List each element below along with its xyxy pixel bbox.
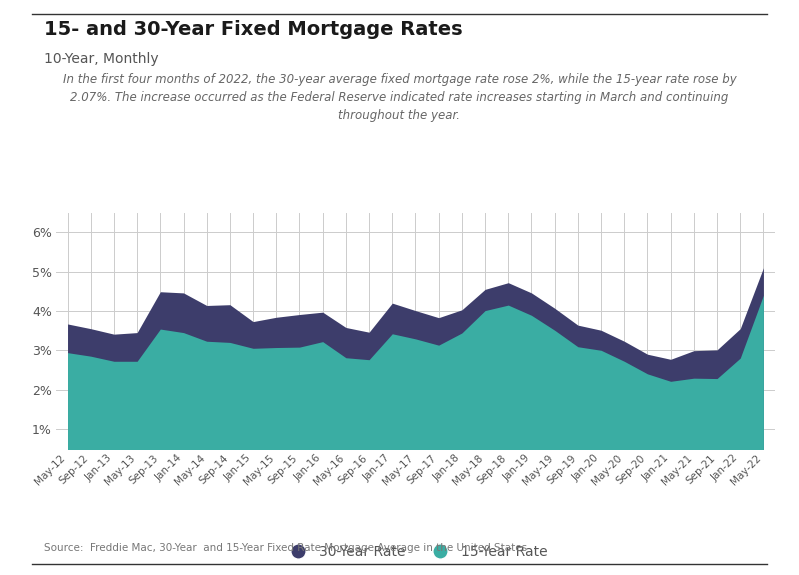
Text: Source:  Freddie Mac, 30-Year  and 15-Year Fixed Rate Mortgage Average in the Un: Source: Freddie Mac, 30-Year and 15-Year…: [44, 543, 527, 553]
Legend: 30-Year Rate, 15-Year Rate: 30-Year Rate, 15-Year Rate: [278, 539, 553, 564]
Text: 10-Year, Monthly: 10-Year, Monthly: [44, 52, 158, 66]
Text: In the first four months of 2022, the 30-year average fixed mortgage rate rose 2: In the first four months of 2022, the 30…: [62, 73, 737, 122]
Text: 15- and 30-Year Fixed Mortgage Rates: 15- and 30-Year Fixed Mortgage Rates: [44, 20, 463, 39]
